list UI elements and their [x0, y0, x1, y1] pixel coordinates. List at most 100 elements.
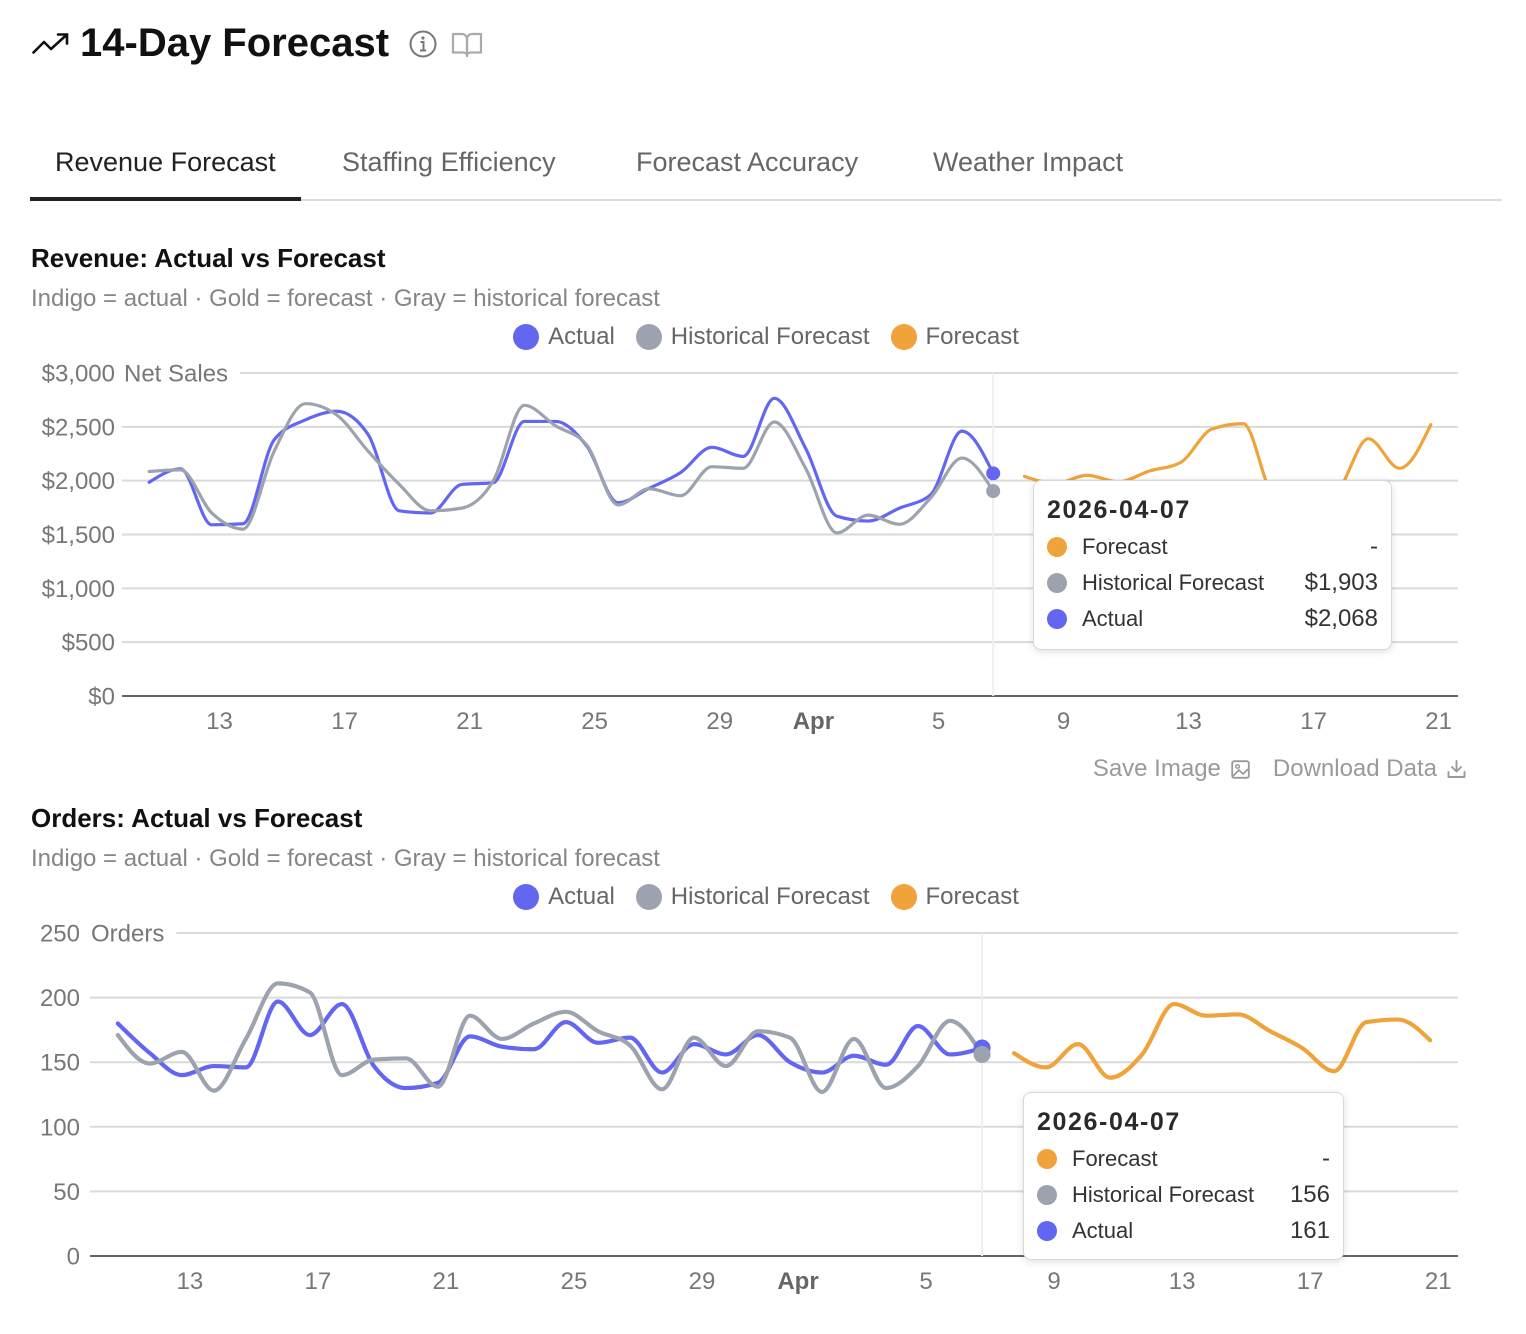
forecast-point — [1268, 1029, 1272, 1033]
historical-forecast-point — [660, 1088, 664, 1091]
actual-point — [884, 1063, 888, 1066]
legend-item-historical-forecast[interactable]: Historical Forecast — [635, 323, 870, 351]
tooltip-value: 161 — [1289, 1217, 1330, 1244]
actual-point — [273, 438, 276, 441]
historical-forecast-point — [648, 487, 651, 490]
actual-point — [820, 1071, 824, 1074]
x-tick-label: 13 — [1175, 708, 1202, 735]
actual-point — [116, 1022, 120, 1025]
y-tick-label: $3,000 — [42, 361, 115, 388]
actual-point — [804, 447, 807, 450]
historical-forecast-point — [500, 1037, 504, 1041]
forecast-point — [1364, 1020, 1368, 1024]
actual-point — [244, 1066, 248, 1069]
x-tick-label: 21 — [1425, 708, 1452, 735]
tab-label: Forecast Accuracy — [636, 147, 859, 177]
historical-forecast-point — [898, 523, 901, 526]
historical-forecast-point — [273, 449, 276, 453]
tooltip-label: Historical Forecast — [1072, 1182, 1255, 1207]
actual-point — [404, 1086, 408, 1090]
revenue-chart-legend: Actual Historical Forecast Forecast — [30, 323, 1502, 351]
revenue-chart[interactable]: $0 $500 $1,000 $1,500 $2,000 $2,500 $3,000 Net … — [0, 350, 1526, 745]
actual-point — [866, 519, 870, 523]
historical-forecast-point — [308, 991, 312, 994]
historical-forecast-point — [340, 1073, 344, 1077]
tooltip-row-actual: Actual $2,068 — [1047, 601, 1378, 637]
historical-forecast-point — [148, 470, 151, 473]
x-tick-label: 21 — [433, 1268, 460, 1295]
forecast-line — [1011, 1001, 1433, 1080]
historical-forecast-point — [304, 402, 307, 405]
y-tick-label: $1,000 — [42, 576, 115, 603]
historical-forecast-point — [532, 1022, 536, 1025]
chart-actions: Save Image Download Data — [1093, 755, 1466, 783]
actual-point — [180, 1073, 184, 1077]
legend-dot-actual — [513, 324, 540, 350]
x-tick-label: 9 — [1057, 708, 1070, 735]
actual-point — [898, 506, 901, 510]
historical-forecast-point — [741, 467, 745, 470]
x-tick-label: 21 — [1425, 1268, 1452, 1295]
y-tick-label: 250 — [40, 921, 80, 948]
book-open-icon[interactable] — [451, 31, 483, 58]
forecast-point — [1300, 1046, 1304, 1050]
tab-staffing-efficiency[interactable]: Staffing Efficiency — [317, 135, 581, 201]
actual-point — [948, 1053, 952, 1056]
save-image-button[interactable]: Save Image — [1093, 755, 1250, 783]
legend-item-forecast[interactable]: Forecast — [890, 323, 1019, 351]
actual-point — [724, 1053, 728, 1056]
actual-point — [335, 410, 338, 413]
tooltip-dot — [1037, 1185, 1057, 1205]
actual-point — [436, 1081, 440, 1085]
forecast-point — [1044, 1066, 1048, 1069]
x-tick-label: 17 — [1297, 1268, 1324, 1295]
orders-chart-title: Orders: Actual vs Forecast — [31, 803, 363, 833]
y-tick-label: $500 — [62, 630, 115, 657]
legend-item-actual[interactable]: Actual — [513, 323, 615, 351]
historical-forecast-point — [148, 1062, 152, 1065]
historical-forecast-hover-dot — [973, 1045, 991, 1063]
tooltip-row-historical-forecast: Historical Forecast 156 — [1037, 1177, 1330, 1213]
actual-point — [366, 433, 370, 436]
tab-label: Weather Impact — [933, 147, 1124, 177]
forecast-point — [1398, 467, 1401, 470]
historical-forecast-point — [116, 1033, 120, 1037]
x-tick-label: 5 — [919, 1268, 932, 1295]
actual-point — [241, 522, 245, 525]
legend-item-forecast[interactable]: Forecast — [890, 883, 1019, 911]
legend-label: Forecast — [925, 323, 1019, 350]
actual-point — [532, 1048, 536, 1051]
actual-point — [276, 1000, 280, 1003]
actual-point — [500, 1045, 504, 1048]
orders-chart[interactable]: 0 50 100 150 200 250 Orders 13 17 21 25 29 Apr 5 9 13 17… — [0, 910, 1526, 1305]
y-axis-title: Orders — [91, 921, 164, 948]
actual-point — [916, 1024, 920, 1028]
x-tick-label: 13 — [206, 708, 233, 735]
tab-forecast-accuracy[interactable]: Forecast Accuracy — [611, 135, 883, 201]
historical-forecast-point — [210, 511, 213, 515]
download-data-button[interactable]: Download Data — [1273, 755, 1466, 783]
info-icon[interactable] — [408, 29, 438, 59]
actual-point — [148, 1051, 152, 1055]
revenue-chart-title: Revenue: Actual vs Forecast — [31, 243, 386, 273]
save-image-label: Save Image — [1092, 755, 1221, 782]
historical-forecast-point — [628, 1044, 632, 1047]
page-title: 14-Day Forecast — [80, 21, 390, 65]
y-tick-label: $0 — [88, 684, 115, 711]
tab-revenue-forecast[interactable]: Revenue Forecast — [30, 135, 301, 201]
historical-forecast-point — [948, 1019, 952, 1023]
revenue-tooltip: 2026-04-07 Forecast - Historical Forecas… — [1033, 480, 1392, 650]
tooltip-value: - — [1322, 1145, 1330, 1172]
actual-point — [852, 1054, 856, 1057]
forecast-point — [1148, 469, 1151, 473]
legend-item-historical-forecast[interactable]: Historical Forecast — [635, 883, 870, 911]
historical-forecast-point — [554, 424, 557, 427]
historical-forecast-point — [491, 480, 495, 483]
forecast-point — [1210, 427, 1214, 431]
legend-item-actual[interactable]: Actual — [513, 883, 615, 911]
tooltip-dot — [1037, 1149, 1057, 1169]
tab-weather-impact[interactable]: Weather Impact — [908, 135, 1148, 201]
actual-point — [741, 455, 745, 458]
image-icon — [1231, 759, 1250, 779]
actual-point — [372, 1064, 376, 1068]
